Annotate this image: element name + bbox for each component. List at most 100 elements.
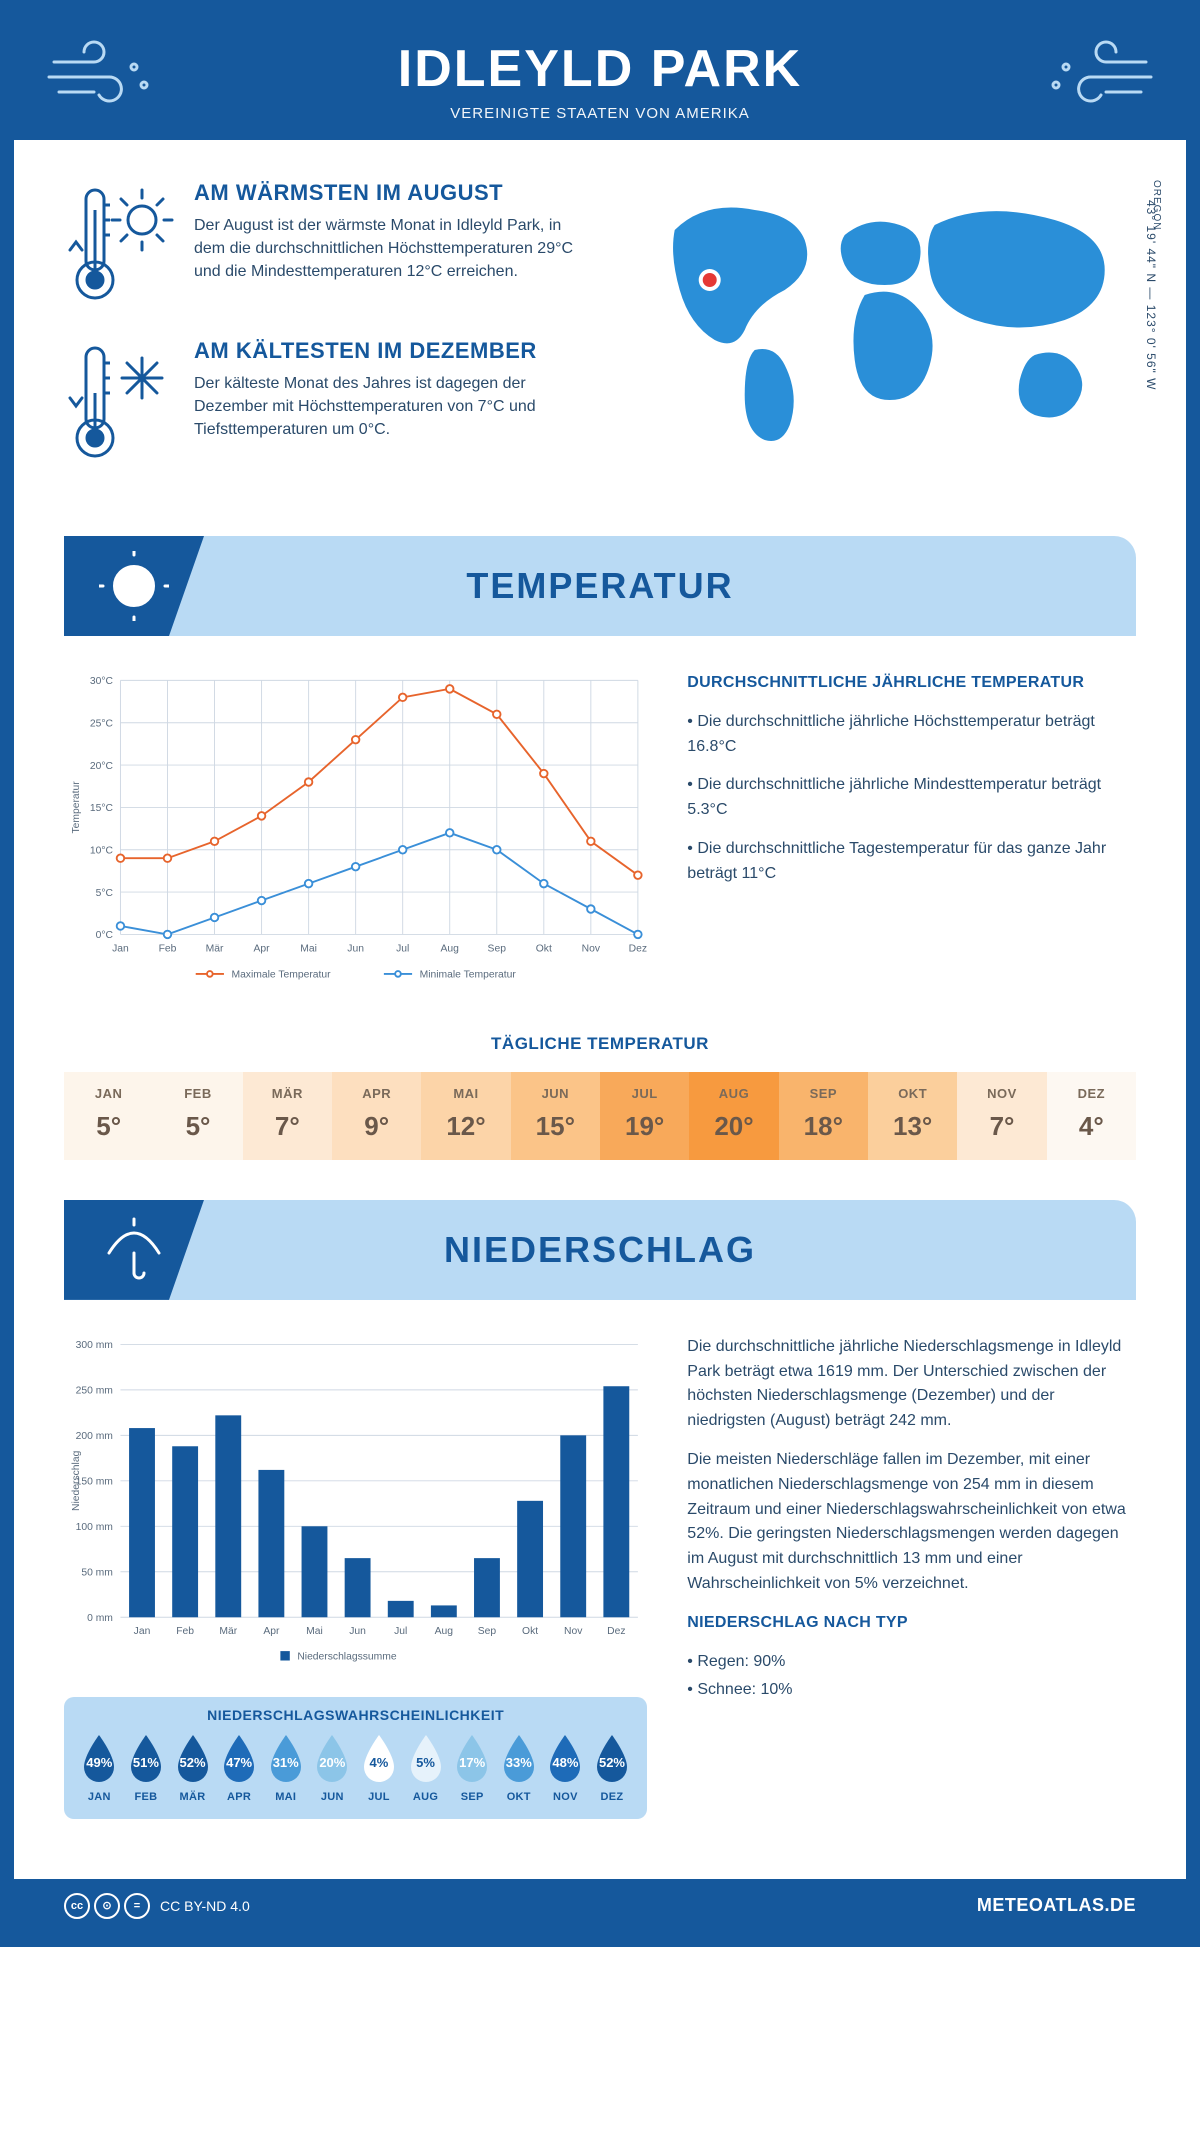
footer: cc⊙= CC BY-ND 4.0 METEOATLAS.DE [14,1879,1186,1933]
fact-coldest: AM KÄLTESTEN IM DEZEMBER Der kälteste Mo… [64,338,593,468]
precip-prob-drop: 20%JUN [311,1733,354,1803]
svg-text:Dez: Dez [607,1626,625,1637]
section-banner-temperature: TEMPERATUR [64,536,1136,636]
precip-type-1: • Schnee: 10% [687,1678,1136,1703]
fact-cold-text: Der kälteste Monat des Jahres ist dagege… [194,372,593,442]
svg-text:10°C: 10°C [90,846,114,857]
section-title-precip: NIEDERSCHLAG [444,1229,756,1271]
svg-text:250 mm: 250 mm [76,1386,113,1397]
precip-prob-drop: 5%AUG [404,1733,447,1803]
precip-prob-title: NIEDERSCHLAGSWAHRSCHEINLICHKEIT [78,1707,633,1723]
svg-text:200 mm: 200 mm [76,1431,113,1442]
fact-cold-title: AM KÄLTESTEN IM DEZEMBER [194,338,593,364]
daily-temp-cell: AUG20° [689,1072,778,1160]
precip-prob-drop: 47%APR [218,1733,261,1803]
intro-row: AM WÄRMSTEN IM AUGUST Der August ist der… [64,140,1136,526]
svg-text:Mär: Mär [206,943,224,954]
umbrella-icon [99,1215,169,1285]
precip-type-0: • Regen: 90% [687,1650,1136,1675]
coords-label: 43° 19' 44" N — 123° 0' 56" W [1144,200,1158,390]
daily-temp-cell: SEP18° [779,1072,868,1160]
svg-text:20°C: 20°C [90,761,114,772]
svg-text:Temperatur: Temperatur [71,781,82,834]
precip-probability-panel: NIEDERSCHLAGSWAHRSCHEINLICHKEIT 49%JAN51… [64,1697,647,1819]
fact-warm-title: AM WÄRMSTEN IM AUGUST [194,180,593,206]
thermometer-sun-icon [64,180,174,310]
temp-side-title: DURCHSCHNITTLICHE JÄHRLICHE TEMPERATUR [687,671,1136,696]
svg-text:Sep: Sep [478,1626,497,1637]
precip-prob-drop: 31%MAI [264,1733,307,1803]
daily-temp-cell: APR9° [332,1072,421,1160]
header: IDLEYLD PARK VEREINIGTE STAATEN VON AMER… [14,14,1186,140]
daily-temp-cell: MÄR7° [243,1072,332,1160]
svg-text:Sep: Sep [488,943,507,954]
temperature-line-chart: 0°C5°C10°C15°C20°C25°C30°CJanFebMärAprMa… [64,671,647,991]
map-marker [702,273,716,287]
svg-text:Jun: Jun [347,943,364,954]
svg-text:Mai: Mai [300,943,317,954]
precip-prob-drop: 51%FEB [125,1733,168,1803]
temp-point-0: • Die durchschnittliche jährliche Höchst… [687,710,1136,760]
temp-point-2: • Die durchschnittliche Tagestemperatur … [687,837,1136,887]
precip-prob-drop: 52%MÄR [171,1733,214,1803]
daily-temp-cell: NOV7° [957,1072,1046,1160]
svg-text:Jan: Jan [134,1626,151,1637]
svg-text:Okt: Okt [536,943,552,954]
svg-text:Maximale Temperatur: Maximale Temperatur [231,970,331,981]
svg-text:0 mm: 0 mm [87,1613,113,1624]
svg-text:5°C: 5°C [96,888,114,899]
section-title-temperature: TEMPERATUR [466,565,733,607]
precip-prob-drop: 52%DEZ [591,1733,634,1803]
svg-text:50 mm: 50 mm [81,1567,113,1578]
license-text: CC BY-ND 4.0 [160,1898,250,1914]
daily-temp-grid: JAN5°FEB5°MÄR7°APR9°MAI12°JUN15°JUL19°AU… [64,1072,1136,1160]
precip-prob-drop: 17%SEP [451,1733,494,1803]
svg-text:Dez: Dez [629,943,647,954]
svg-text:100 mm: 100 mm [76,1522,113,1533]
svg-text:0°C: 0°C [96,930,114,941]
svg-text:Feb: Feb [159,943,177,954]
svg-text:30°C: 30°C [90,676,114,687]
svg-text:Jul: Jul [394,1626,407,1637]
daily-temp-cell: OKT13° [868,1072,957,1160]
svg-text:Mai: Mai [306,1626,323,1637]
thermometer-snow-icon [64,338,174,468]
daily-temp-cell: FEB5° [153,1072,242,1160]
svg-text:Niederschlag: Niederschlag [71,1450,82,1511]
wind-icon-right [1036,37,1156,117]
svg-text:Aug: Aug [435,1626,454,1637]
svg-text:Jan: Jan [112,943,129,954]
sun-icon [99,551,169,621]
precip-type-title: NIEDERSCHLAG NACH TYP [687,1611,1136,1636]
site-name: METEOATLAS.DE [977,1895,1136,1916]
daily-temp-title: TÄGLICHE TEMPERATUR [64,1034,1136,1054]
svg-text:Jun: Jun [349,1626,366,1637]
fact-warmest: AM WÄRMSTEN IM AUGUST Der August ist der… [64,180,593,310]
svg-text:Minimale Temperatur: Minimale Temperatur [420,970,517,981]
svg-text:Niederschlagssumme: Niederschlagssumme [297,1651,397,1662]
page-title: IDLEYLD PARK [14,39,1186,99]
svg-text:Jul: Jul [396,943,409,954]
cc-badge-icon: cc⊙= [64,1893,150,1919]
svg-text:Apr: Apr [263,1626,280,1637]
daily-temp-cell: JUN15° [511,1072,600,1160]
precip-para-0: Die durchschnittliche jährliche Niedersc… [687,1335,1136,1434]
svg-text:Aug: Aug [441,943,460,954]
svg-text:Apr: Apr [254,943,271,954]
precip-prob-drop: 48%NOV [544,1733,587,1803]
page: IDLEYLD PARK VEREINIGTE STAATEN VON AMER… [0,0,1200,1947]
fact-warm-text: Der August ist der wärmste Monat in Idle… [194,214,593,284]
svg-text:25°C: 25°C [90,719,114,730]
daily-temp-cell: JAN5° [64,1072,153,1160]
world-map [633,180,1136,460]
svg-text:300 mm: 300 mm [76,1340,113,1351]
daily-temp-cell: MAI12° [421,1072,510,1160]
svg-text:Nov: Nov [582,943,601,954]
precip-para-1: Die meisten Niederschläge fallen im Deze… [687,1448,1136,1597]
svg-text:Okt: Okt [522,1626,538,1637]
daily-temp-cell: JUL19° [600,1072,689,1160]
page-subtitle: VEREINIGTE STAATEN VON AMERIKA [14,105,1186,122]
precip-prob-drop: 4%JUL [358,1733,401,1803]
precip-prob-drop: 33%OKT [497,1733,540,1803]
section-banner-precip: NIEDERSCHLAG [64,1200,1136,1300]
